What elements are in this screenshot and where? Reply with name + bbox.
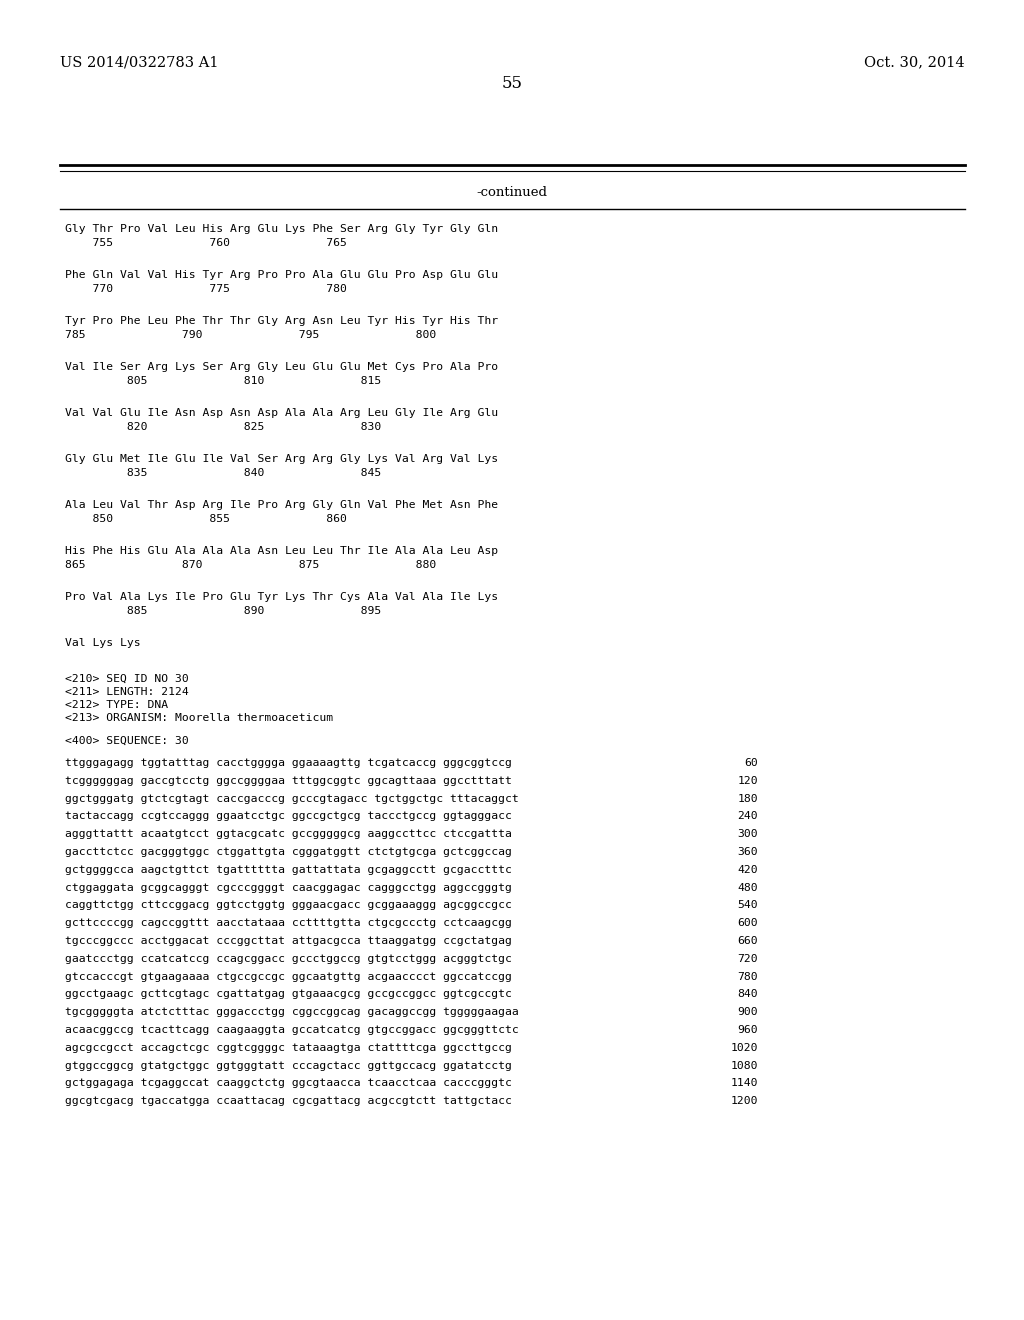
Text: 805              810              815: 805 810 815 — [65, 376, 381, 385]
Text: 540: 540 — [737, 900, 758, 911]
Text: His Phe His Glu Ala Ala Ala Asn Leu Leu Thr Ile Ala Ala Leu Asp: His Phe His Glu Ala Ala Ala Asn Leu Leu … — [65, 546, 498, 556]
Text: gcttccccgg cagccggttt aacctataaa ccttttgtta ctgcgccctg cctcaagcgg: gcttccccgg cagccggttt aacctataaa ccttttg… — [65, 919, 512, 928]
Text: 770              775              780: 770 775 780 — [65, 284, 347, 294]
Text: <210> SEQ ID NO 30: <210> SEQ ID NO 30 — [65, 675, 188, 684]
Text: 240: 240 — [737, 812, 758, 821]
Text: caggttctgg cttccggacg ggtcctggtg gggaacgacc gcggaaaggg agcggccgcc: caggttctgg cttccggacg ggtcctggtg gggaacg… — [65, 900, 512, 911]
Text: Val Lys Lys: Val Lys Lys — [65, 638, 140, 648]
Text: 780: 780 — [737, 972, 758, 982]
Text: agcgccgcct accagctcgc cggtcggggc tataaagtga ctattttcga ggccttgccg: agcgccgcct accagctcgc cggtcggggc tataaag… — [65, 1043, 512, 1053]
Text: <400> SEQUENCE: 30: <400> SEQUENCE: 30 — [65, 737, 188, 746]
Text: Tyr Pro Phe Leu Phe Thr Thr Gly Arg Asn Leu Tyr His Tyr His Thr: Tyr Pro Phe Leu Phe Thr Thr Gly Arg Asn … — [65, 315, 498, 326]
Text: 850              855              860: 850 855 860 — [65, 513, 347, 524]
Text: 820              825              830: 820 825 830 — [65, 422, 381, 432]
Text: 600: 600 — [737, 919, 758, 928]
Text: tgcccggccc acctggacat cccggcttat attgacgcca ttaaggatgg ccgctatgag: tgcccggccc acctggacat cccggcttat attgacg… — [65, 936, 512, 946]
Text: 60: 60 — [744, 758, 758, 768]
Text: 480: 480 — [737, 883, 758, 892]
Text: 720: 720 — [737, 954, 758, 964]
Text: gaccttctcc gacgggtggc ctggattgta cgggatggtt ctctgtgcga gctcggccag: gaccttctcc gacgggtggc ctggattgta cgggatg… — [65, 847, 512, 857]
Text: 885              890              895: 885 890 895 — [65, 606, 381, 616]
Text: Oct. 30, 2014: Oct. 30, 2014 — [864, 55, 965, 69]
Text: tgcgggggta atctctttac gggaccctgg cggccggcag gacaggccgg tgggggaagaa: tgcgggggta atctctttac gggaccctgg cggccgg… — [65, 1007, 519, 1018]
Text: Phe Gln Val Val His Tyr Arg Pro Pro Ala Glu Glu Pro Asp Glu Glu: Phe Gln Val Val His Tyr Arg Pro Pro Ala … — [65, 271, 498, 280]
Text: 785              790              795              800: 785 790 795 800 — [65, 330, 436, 341]
Text: 55: 55 — [502, 75, 522, 92]
Text: Pro Val Ala Lys Ile Pro Glu Tyr Lys Thr Cys Ala Val Ala Ile Lys: Pro Val Ala Lys Ile Pro Glu Tyr Lys Thr … — [65, 591, 498, 602]
Text: 865              870              875              880: 865 870 875 880 — [65, 560, 436, 570]
Text: tactaccagg ccgtccaggg ggaatcctgc ggccgctgcg taccctgccg ggtagggacc: tactaccagg ccgtccaggg ggaatcctgc ggccgct… — [65, 812, 512, 821]
Text: US 2014/0322783 A1: US 2014/0322783 A1 — [60, 55, 218, 69]
Text: 835              840              845: 835 840 845 — [65, 469, 381, 478]
Text: gaatccctgg ccatcatccg ccagcggacc gccctggccg gtgtcctggg acgggtctgc: gaatccctgg ccatcatccg ccagcggacc gccctgg… — [65, 954, 512, 964]
Text: 900: 900 — [737, 1007, 758, 1018]
Text: 960: 960 — [737, 1026, 758, 1035]
Text: 840: 840 — [737, 990, 758, 999]
Text: Gly Glu Met Ile Glu Ile Val Ser Arg Arg Gly Lys Val Arg Val Lys: Gly Glu Met Ile Glu Ile Val Ser Arg Arg … — [65, 454, 498, 465]
Text: gctggggcca aagctgttct tgatttttta gattattata gcgaggcctt gcgacctttc: gctggggcca aagctgttct tgatttttta gattatt… — [65, 865, 512, 875]
Text: <212> TYPE: DNA: <212> TYPE: DNA — [65, 700, 168, 710]
Text: <213> ORGANISM: Moorella thermoaceticum: <213> ORGANISM: Moorella thermoaceticum — [65, 713, 333, 723]
Text: 180: 180 — [737, 793, 758, 804]
Text: Gly Thr Pro Val Leu His Arg Glu Lys Phe Ser Arg Gly Tyr Gly Gln: Gly Thr Pro Val Leu His Arg Glu Lys Phe … — [65, 224, 498, 234]
Text: 660: 660 — [737, 936, 758, 946]
Text: gtccacccgt gtgaagaaaa ctgccgccgc ggcaatgttg acgaacccct ggccatccgg: gtccacccgt gtgaagaaaa ctgccgccgc ggcaatg… — [65, 972, 512, 982]
Text: 360: 360 — [737, 847, 758, 857]
Text: 1200: 1200 — [730, 1096, 758, 1106]
Text: 1140: 1140 — [730, 1078, 758, 1089]
Text: 300: 300 — [737, 829, 758, 840]
Text: Ala Leu Val Thr Asp Arg Ile Pro Arg Gly Gln Val Phe Met Asn Phe: Ala Leu Val Thr Asp Arg Ile Pro Arg Gly … — [65, 500, 498, 510]
Text: 420: 420 — [737, 865, 758, 875]
Text: tcggggggag gaccgtcctg ggccggggaa tttggcggtc ggcagttaaa ggcctttatt: tcggggggag gaccgtcctg ggccggggaa tttggcg… — [65, 776, 512, 785]
Text: ttgggagagg tggtatttag cacctgggga ggaaaagttg tcgatcaccg gggcggtccg: ttgggagagg tggtatttag cacctgggga ggaaaag… — [65, 758, 512, 768]
Text: ctggaggata gcggcagggt cgcccggggt caacggagac cagggcctgg aggccgggtg: ctggaggata gcggcagggt cgcccggggt caacgga… — [65, 883, 512, 892]
Text: 1020: 1020 — [730, 1043, 758, 1053]
Text: ggctgggatg gtctcgtagt caccgacccg gcccgtagacc tgctggctgc tttacaggct: ggctgggatg gtctcgtagt caccgacccg gcccgta… — [65, 793, 519, 804]
Text: 120: 120 — [737, 776, 758, 785]
Text: Val Val Glu Ile Asn Asp Asn Asp Ala Ala Arg Leu Gly Ile Arg Glu: Val Val Glu Ile Asn Asp Asn Asp Ala Ala … — [65, 408, 498, 418]
Text: acaacggccg tcacttcagg caagaaggta gccatcatcg gtgccggacc ggcgggttctc: acaacggccg tcacttcagg caagaaggta gccatca… — [65, 1026, 519, 1035]
Text: gtggccggcg gtatgctggc ggtgggtatt cccagctacc ggttgccacg ggatatcctg: gtggccggcg gtatgctggc ggtgggtatt cccagct… — [65, 1060, 512, 1071]
Text: agggttattt acaatgtcct ggtacgcatc gccgggggcg aaggccttcc ctccgattta: agggttattt acaatgtcct ggtacgcatc gccgggg… — [65, 829, 512, 840]
Text: Val Ile Ser Arg Lys Ser Arg Gly Leu Glu Glu Met Cys Pro Ala Pro: Val Ile Ser Arg Lys Ser Arg Gly Leu Glu … — [65, 362, 498, 372]
Text: 1080: 1080 — [730, 1060, 758, 1071]
Text: ggcctgaagc gcttcgtagc cgattatgag gtgaaacgcg gccgccggcc ggtcgccgtc: ggcctgaagc gcttcgtagc cgattatgag gtgaaac… — [65, 990, 512, 999]
Text: <211> LENGTH: 2124: <211> LENGTH: 2124 — [65, 686, 188, 697]
Text: ggcgtcgacg tgaccatgga ccaattacag cgcgattacg acgccgtctt tattgctacc: ggcgtcgacg tgaccatgga ccaattacag cgcgatt… — [65, 1096, 512, 1106]
Text: -continued: -continued — [476, 186, 548, 199]
Text: gctggagaga tcgaggccat caaggctctg ggcgtaacca tcaacctcaa cacccgggtc: gctggagaga tcgaggccat caaggctctg ggcgtaa… — [65, 1078, 512, 1089]
Text: 755              760              765: 755 760 765 — [65, 238, 347, 248]
